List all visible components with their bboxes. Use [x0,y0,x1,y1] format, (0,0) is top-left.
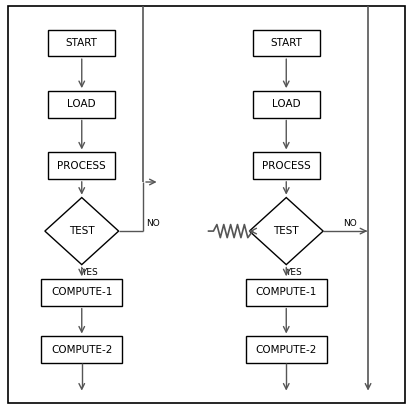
FancyBboxPatch shape [41,279,122,306]
FancyBboxPatch shape [48,153,116,179]
Polygon shape [45,198,119,265]
FancyBboxPatch shape [252,91,320,118]
Text: COMPUTE-2: COMPUTE-2 [51,345,112,355]
FancyBboxPatch shape [48,30,116,56]
Text: TEST: TEST [69,226,95,236]
Text: LOAD: LOAD [67,99,96,109]
FancyBboxPatch shape [246,336,327,363]
Text: START: START [271,38,302,48]
FancyBboxPatch shape [8,6,405,403]
Text: START: START [66,38,98,48]
Text: NO: NO [147,219,160,228]
Text: COMPUTE-1: COMPUTE-1 [51,288,112,297]
Polygon shape [249,198,323,265]
Text: YES: YES [81,268,97,277]
FancyBboxPatch shape [48,91,116,118]
Text: TEST: TEST [273,226,299,236]
FancyBboxPatch shape [246,279,327,306]
Text: LOAD: LOAD [272,99,301,109]
Text: COMPUTE-2: COMPUTE-2 [256,345,317,355]
FancyBboxPatch shape [252,153,320,179]
FancyBboxPatch shape [252,30,320,56]
Text: PROCESS: PROCESS [57,161,106,171]
Text: PROCESS: PROCESS [262,161,311,171]
Text: NO: NO [343,219,356,228]
Text: COMPUTE-1: COMPUTE-1 [256,288,317,297]
FancyBboxPatch shape [41,336,122,363]
Text: YES: YES [285,268,302,277]
